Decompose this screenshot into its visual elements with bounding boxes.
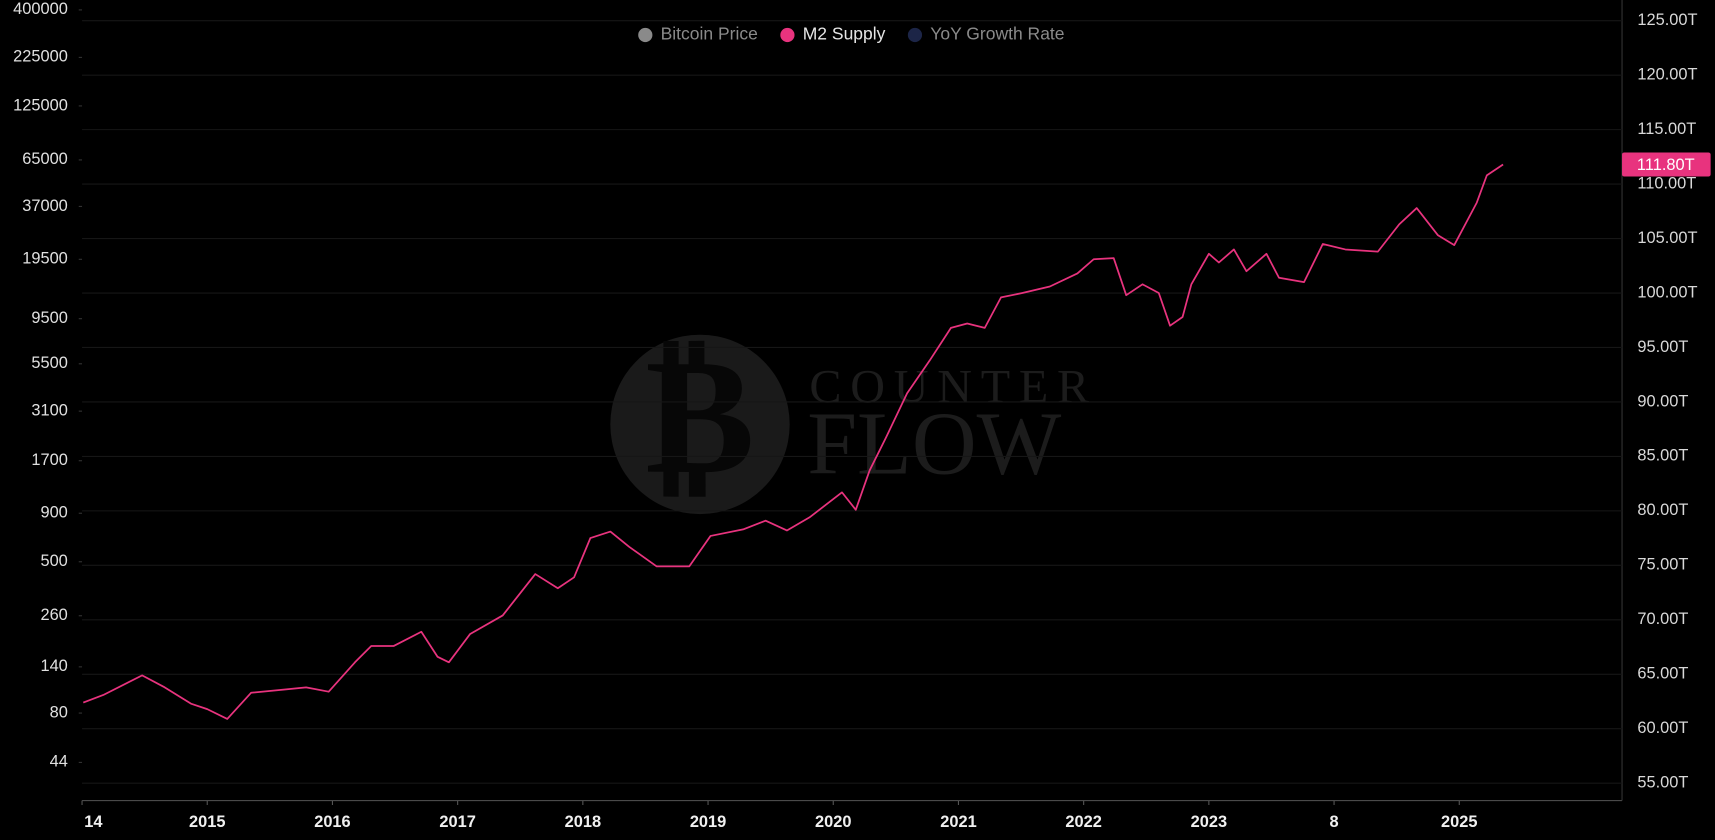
legend-swatch <box>638 27 653 43</box>
y-tick-label: 125000 <box>13 96 68 114</box>
legend-item[interactable]: M2 Supply <box>780 24 886 44</box>
watermark-circle <box>610 334 790 515</box>
y2-tick-label: 70.00T <box>1637 610 1688 628</box>
y-tick-label: 140 <box>40 657 67 675</box>
y-tick-label: 3100 <box>31 401 67 419</box>
y-tick-label: 5500 <box>31 354 67 372</box>
y2-tick-label: 55.00T <box>1637 774 1688 792</box>
x-tick-label: 2017 <box>439 813 475 831</box>
x-tick-label: 2019 <box>690 813 726 831</box>
legend-label: M2 Supply <box>803 24 886 44</box>
y-tick-label: 500 <box>40 552 67 570</box>
y2-tick-label: 85.00T <box>1637 447 1688 465</box>
y2-tick-label: 65.00T <box>1637 665 1688 683</box>
y-tick-label: 900 <box>40 504 67 522</box>
line <box>82 163 1504 720</box>
y-tick-label: 400000 <box>13 0 68 18</box>
x-tick-label: 8 <box>1330 813 1339 831</box>
x-tick-label: 14 <box>84 813 103 831</box>
y-tick-label: 260 <box>40 606 67 624</box>
y-tick-label: 65000 <box>22 150 68 168</box>
y-tick-label: 225000 <box>13 48 68 66</box>
y2-tick-label: 125.00T <box>1637 11 1697 29</box>
legend-swatch <box>780 27 795 43</box>
y2-tick-label: 95.00T <box>1637 338 1688 356</box>
y2-tick-label: 60.00T <box>1637 719 1688 737</box>
y2-tick-label: 110.00T <box>1637 174 1696 192</box>
x-tick-label: 2016 <box>314 813 350 831</box>
watermark: ₿ COUNTER FLOW <box>610 318 1097 515</box>
y-tick-label: 80 <box>50 703 68 721</box>
legend-label: Bitcoin Price <box>661 24 758 44</box>
legend-item[interactable]: Bitcoin Price <box>638 24 758 44</box>
x-tick-label: 2018 <box>565 813 601 831</box>
y2-tick-label: 100.00T <box>1637 283 1697 301</box>
x-tick-label: 2023 <box>1191 813 1227 831</box>
y2-tick-label: 115.00T <box>1637 120 1696 138</box>
watermark-logo: ₿ <box>645 318 754 511</box>
legend-swatch <box>907 27 923 43</box>
y-tick-label: 19500 <box>22 250 68 268</box>
x-tick-label: 2015 <box>189 813 225 831</box>
legend-label: YoY Growth Rate <box>930 24 1064 44</box>
x-tick-label: 2020 <box>815 813 851 831</box>
y2-tick-label: 75.00T <box>1637 556 1688 574</box>
y-tick-label: 1700 <box>31 451 67 469</box>
y2-tick-label: 90.00T <box>1637 392 1688 410</box>
y-tick-label: 44 <box>50 753 68 771</box>
y2-tick-label: 120.00T <box>1637 65 1697 83</box>
y-tick-label: 9500 <box>31 309 67 327</box>
watermark-text: COUNTER <box>809 361 1097 414</box>
last-value-label: 111.80T <box>1637 156 1695 174</box>
watermark-text: FLOW <box>807 394 1061 493</box>
y-tick-label: 37000 <box>22 197 68 215</box>
legend-item[interactable]: YoY Growth Rate <box>907 24 1065 44</box>
y2-tick-label: 80.00T <box>1637 501 1688 519</box>
last-value-badge <box>1622 152 1711 177</box>
x-tick-label: 2025 <box>1441 813 1477 831</box>
y2-tick-label: 105.00T <box>1637 229 1697 247</box>
x-tick-label: 2022 <box>1065 813 1101 831</box>
x-tick-label: 2021 <box>940 813 976 831</box>
